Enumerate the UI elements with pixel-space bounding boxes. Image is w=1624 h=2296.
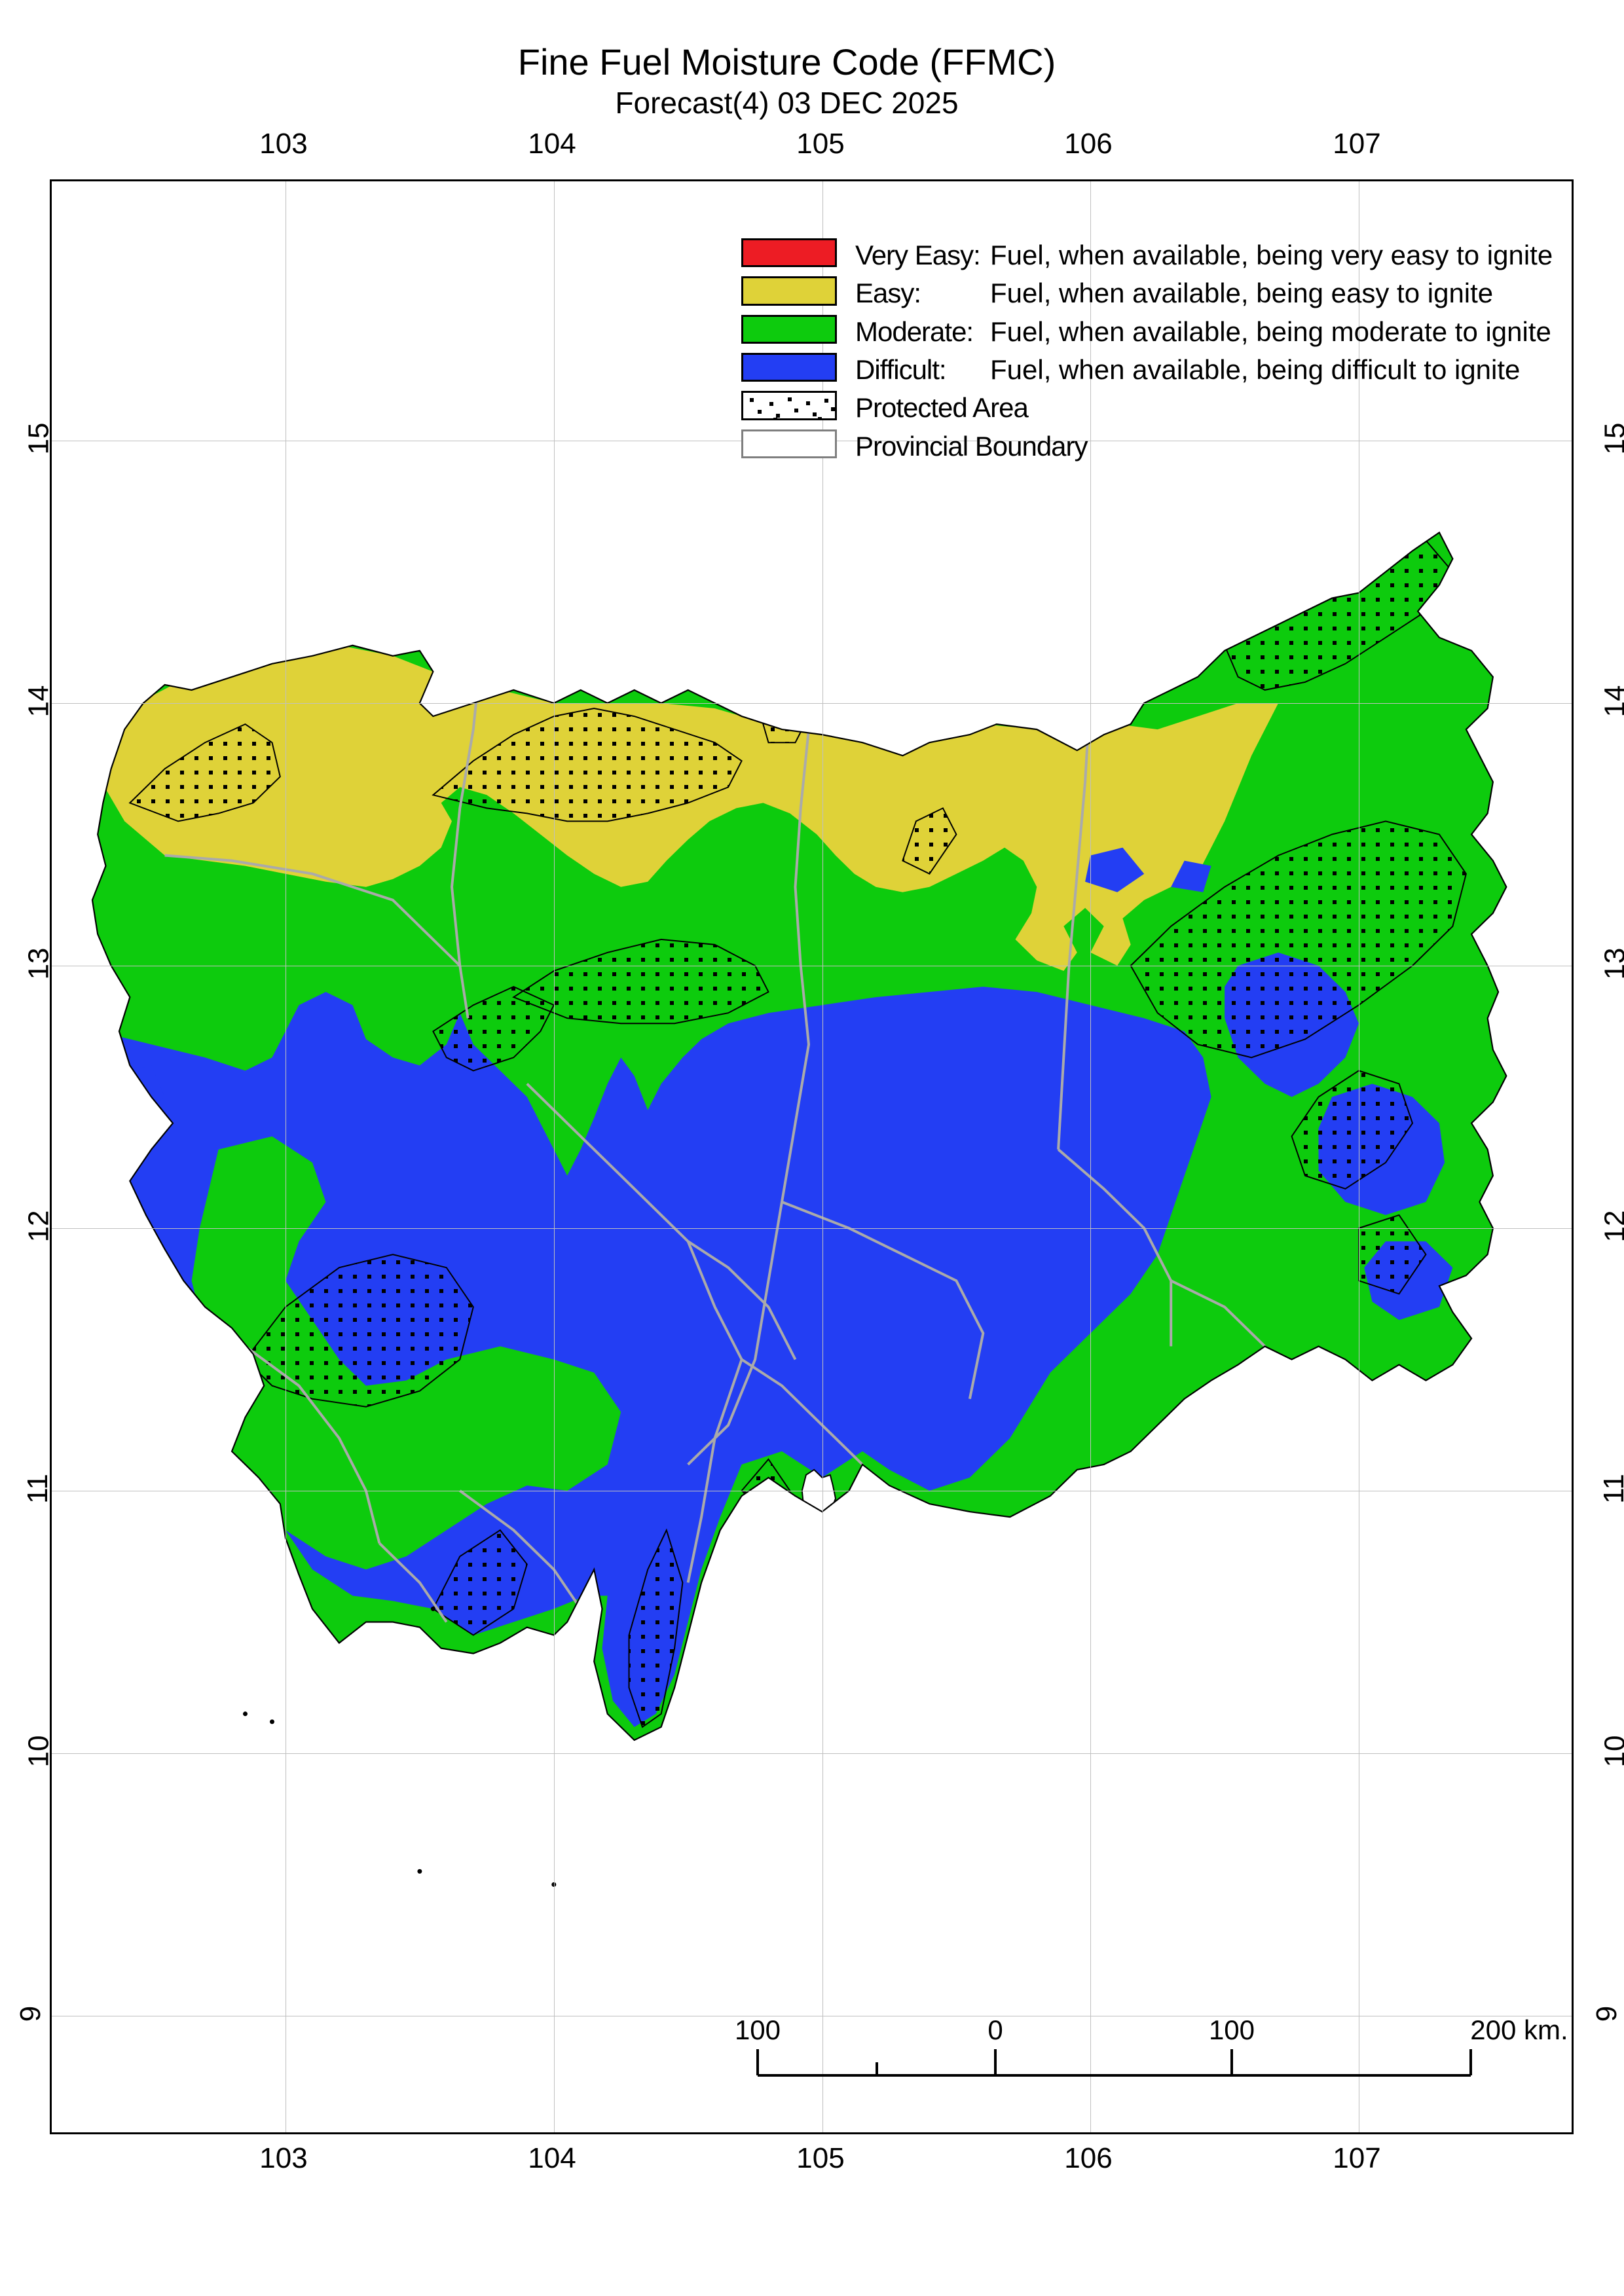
svg-text:0: 0 [987, 2014, 1003, 2045]
svg-text:100: 100 [1209, 2014, 1255, 2045]
svg-text:100: 100 [735, 2014, 781, 2045]
svg-text:200 km.: 200 km. [1470, 2014, 1568, 2045]
